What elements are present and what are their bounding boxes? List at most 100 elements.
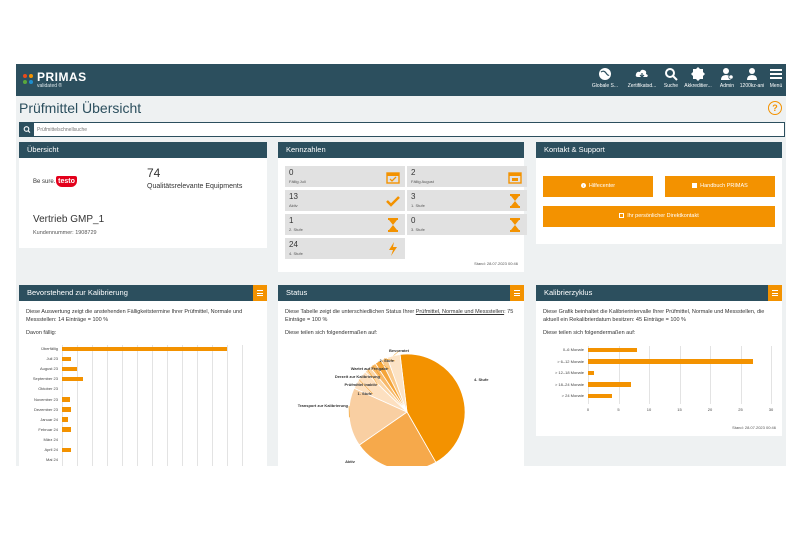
search-button[interactable] (20, 123, 34, 136)
primas-logo[interactable]: PRIMAS validated ® (22, 70, 92, 90)
pie-label: 4. Stufe (474, 377, 489, 382)
kpi-due-july[interactable]: 0 Fällig Juli (285, 166, 405, 187)
category-label: August 23 (39, 366, 58, 372)
kpi-stage-4[interactable]: 24 4. Stufe (285, 238, 405, 259)
bar[interactable] (588, 382, 631, 387)
calendar-icon (508, 172, 522, 184)
category-label: 0–6 Monate (562, 347, 584, 352)
bar[interactable] (62, 407, 71, 412)
kpi-label: 3. Stufe (411, 227, 425, 232)
category-label: November 23 (33, 396, 58, 402)
x-tick-label: 25 (738, 406, 743, 412)
nav-search[interactable]: Suche (660, 67, 682, 93)
kpi-stage-2[interactable]: 1 2. Stufe (285, 214, 405, 235)
cloud-download-icon (635, 69, 648, 78)
nav-user-account[interactable]: 1200kz-ani (737, 67, 767, 93)
kpi-timestamp: Stand: 28.07.2023 00:46 (474, 261, 518, 266)
help-button[interactable]: ? (768, 101, 782, 115)
x-tick-label: 5 (617, 406, 620, 412)
quick-search (19, 122, 785, 137)
panel-title: Kontakt & Support (536, 142, 782, 158)
kpi-label: Aktiv (289, 203, 298, 208)
bar[interactable] (62, 366, 77, 372)
pie-slice[interactable] (399, 353, 466, 463)
upcoming-description: Diese Auswertung zeigt die anstehenden F… (26, 309, 243, 323)
panel-menu-button[interactable] (510, 285, 524, 301)
calendar-check-icon (386, 172, 400, 184)
kpi-value: 0 (411, 216, 416, 225)
pie-label: 1. Stufe (358, 391, 373, 396)
status-pie-chart: 4. Stufe Aktiv Transport zur Kalibrierung 1… (298, 348, 489, 466)
category-label: Mai 24 (45, 457, 58, 463)
bar[interactable] (588, 347, 637, 352)
kpi-value: 1 (289, 216, 294, 225)
globe-icon (599, 68, 611, 80)
panel-title: Bevorstehend zur Kalibrierung (19, 285, 267, 301)
nav-menu[interactable]: Menü (767, 67, 785, 93)
bar[interactable] (588, 359, 753, 364)
kpi-label: 4. Stufe (289, 251, 303, 256)
panel-title: Status (278, 285, 524, 301)
category-label: > 24 Monate (561, 393, 584, 398)
search-icon (665, 68, 678, 81)
nav-label: Suche (663, 83, 679, 89)
kpi-stage-3[interactable]: 0 3. Stufe (407, 214, 527, 235)
category-label: > 12–18 Monate (554, 370, 584, 375)
menu-icon (770, 69, 782, 79)
bar[interactable] (588, 393, 613, 398)
grid-line (152, 345, 153, 467)
kpi-active[interactable]: 13 Aktiv (285, 190, 405, 211)
admin-user-icon (721, 68, 734, 80)
status-desc-link[interactable]: Prüfmittel, Normale und Messstellen (415, 309, 505, 315)
bar[interactable] (62, 447, 71, 452)
kpi-stage-1[interactable]: 3 1. Stufe (407, 190, 527, 211)
bar[interactable] (62, 346, 227, 351)
nav-admin[interactable]: Admin (716, 67, 738, 93)
user-icon (747, 68, 757, 80)
bar[interactable] (62, 376, 83, 382)
category-label: > 6–12 Monate (557, 358, 584, 364)
search-icon (23, 126, 31, 133)
grid-line (122, 345, 123, 467)
grid-line (618, 346, 620, 404)
nav-global-search[interactable]: Globale S... (588, 67, 622, 93)
equipment-count: 74 (147, 166, 161, 180)
overview-panel: Übersicht Be sure. testo 74 Qualitätsrel… (19, 142, 267, 248)
grid-line (740, 346, 742, 404)
bar[interactable] (62, 356, 71, 362)
search-input[interactable] (37, 123, 777, 136)
pie-leader-line (367, 369, 379, 386)
kpi-due-august[interactable]: 2 Fällig August (407, 166, 527, 187)
seal-icon (691, 67, 705, 81)
hourglass-icon (510, 194, 520, 208)
panel-menu-button[interactable] (253, 285, 267, 301)
grid-line (649, 346, 650, 404)
bar[interactable] (588, 370, 595, 375)
bar[interactable] (62, 427, 71, 432)
category-label: März 24 (43, 436, 58, 442)
bar[interactable] (62, 417, 68, 422)
nav-label: Zertifikatsd... (627, 83, 657, 89)
hourglass-icon (388, 218, 398, 232)
pie-label: Prüfmittel inaktiv (345, 382, 378, 387)
panel-menu-button[interactable] (768, 285, 782, 301)
pie-slice[interactable] (358, 411, 437, 466)
handbook-button[interactable]: Handbuch PRIMAS (665, 176, 775, 197)
category-label: Überfällig (41, 346, 58, 351)
kpi-value: 13 (289, 192, 298, 201)
logo-dots-icon (23, 74, 33, 84)
direct-contact-button[interactable]: Ihr persönlicher Direktkontakt (543, 206, 775, 227)
grid-line (137, 345, 138, 467)
info-icon: i (580, 183, 586, 189)
helpcenter-button[interactable]: i Hilfecenter (543, 176, 653, 197)
nav-accreditation[interactable]: Akkreditier... (682, 67, 714, 93)
kpi-value: 24 (289, 240, 298, 249)
grid-line (227, 345, 228, 467)
nav-certificate-download[interactable]: Zertifikatsd... (623, 67, 661, 93)
button-label: Handbuch PRIMAS (700, 183, 748, 189)
bar[interactable] (62, 397, 70, 402)
grid-line (107, 345, 108, 467)
brand-tagline: validated ® (37, 83, 63, 89)
status-desc-count: : 75 Einträge = 100 % (285, 309, 514, 323)
grid-line (197, 345, 198, 467)
